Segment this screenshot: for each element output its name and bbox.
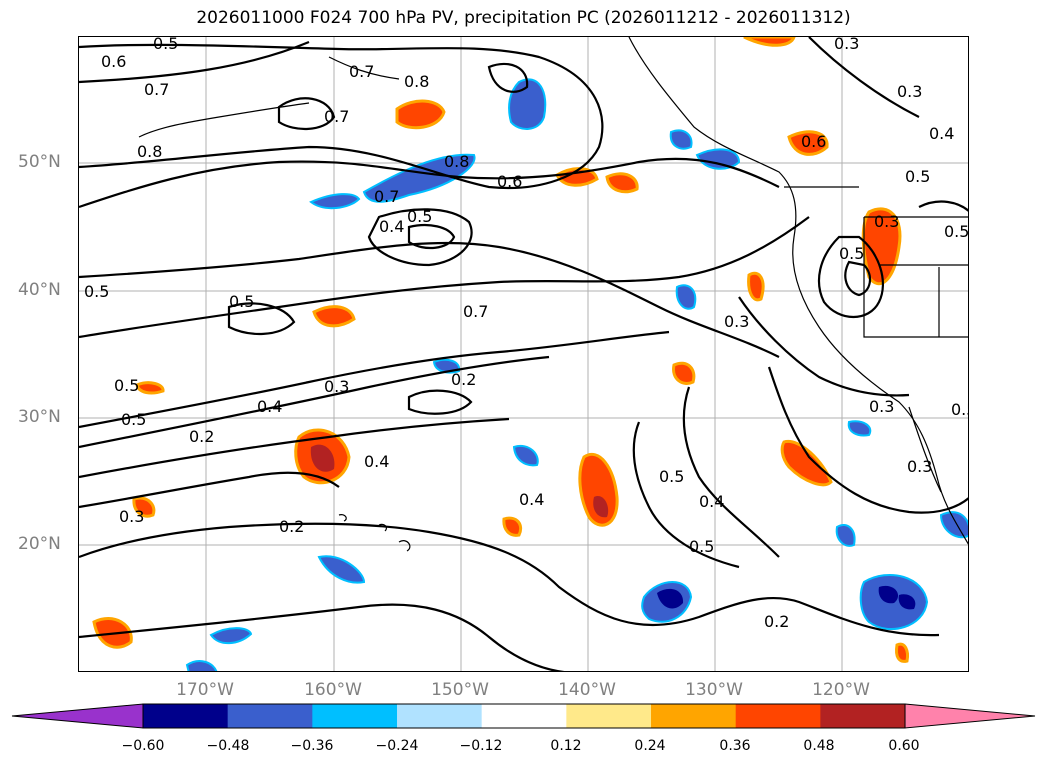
- contour-label: 0.5: [84, 282, 109, 301]
- contour-label: 0.7: [374, 187, 399, 206]
- lon-label-130w: 130°W: [685, 680, 743, 700]
- contour-label: 0.5: [153, 37, 178, 53]
- precip-positive: [92, 37, 909, 663]
- contour-label: 0.6: [497, 172, 522, 191]
- colorbar-tick: 0.48: [803, 738, 835, 754]
- colorbar-tick: −0.48: [206, 738, 250, 754]
- contour-label: 0.8: [444, 152, 469, 171]
- colorbar-tick: −0.24: [375, 738, 419, 754]
- precip-negative: [185, 78, 968, 671]
- colorbar-tick: −0.60: [121, 738, 165, 754]
- colorbar-segment: [312, 704, 398, 728]
- colorbar-segment: [651, 704, 737, 728]
- contour-label: 0.7: [349, 62, 374, 81]
- colorbar-tick: 0.36: [719, 738, 751, 754]
- lat-label-30: 30°N: [18, 407, 61, 427]
- colorbar-tick: 0.12: [550, 738, 582, 754]
- contour-label: 0.8: [137, 142, 162, 161]
- lon-label-120w: 120°W: [812, 680, 870, 700]
- contour-label: 0.4: [364, 452, 389, 471]
- contour-label-layer: 0.5 0.6 0.7 0.8 0.7 0.8 0.7 0.8 0.7 0.5 …: [84, 37, 969, 631]
- contour-label: 0.5: [944, 222, 969, 241]
- gridlines: [79, 37, 968, 671]
- lon-label-150w: 150°W: [431, 680, 489, 700]
- contour-label: 0.4: [519, 490, 544, 509]
- contour-label: 0.5: [121, 410, 146, 429]
- contour-label: 0.7: [324, 107, 349, 126]
- contour-label: 0.6: [801, 132, 826, 151]
- colorbar-segment: [227, 704, 313, 728]
- colorbar-extend-max: [904, 703, 1036, 729]
- contour-label: 0.3: [907, 457, 932, 476]
- colorbar-segment: [397, 704, 483, 728]
- contour-label: 0.8: [404, 72, 429, 91]
- contour-label: 0.2: [189, 427, 214, 446]
- lat-label-40: 40°N: [18, 280, 61, 300]
- contour-label: 0.3: [724, 312, 749, 331]
- contour-label: 0.3: [834, 37, 859, 53]
- contour-label: 0.3: [869, 397, 894, 416]
- colorbar-tick: 0.60: [888, 738, 920, 754]
- colorbar-tick: 0.24: [634, 738, 666, 754]
- contour-label: 0.5: [114, 376, 139, 395]
- colorbar-extend-min: [11, 703, 144, 729]
- contour-label: 0.3: [324, 377, 349, 396]
- colorbar-legend: [11, 703, 1036, 729]
- contour-label: 0.6: [101, 52, 126, 71]
- colorbar-outline: [142, 703, 906, 729]
- lat-label-50: 50°N: [18, 152, 61, 172]
- colorbar-segment: [143, 704, 229, 728]
- contour-label: 0.5: [839, 244, 864, 263]
- contour-label: 0.5: [905, 167, 930, 186]
- contour-label: 0.5: [659, 467, 684, 486]
- contour-label: 0.2: [451, 370, 476, 389]
- contour-label: 0.7: [144, 80, 169, 99]
- contour-label: 0.2: [279, 517, 304, 536]
- weather-map: 0.5 0.6 0.7 0.8 0.7 0.8 0.7 0.8 0.7 0.5 …: [78, 36, 969, 672]
- contour-label: 0.4: [257, 397, 282, 416]
- colorbar-segment: [481, 704, 567, 728]
- colorbar-segment: [820, 704, 906, 728]
- contour-label: 0.3: [897, 82, 922, 101]
- contour-label: 0.4: [929, 124, 954, 143]
- contour-label: 0.5: [407, 207, 432, 226]
- lon-label-140w: 140°W: [558, 680, 616, 700]
- contour-label: 0.3: [119, 507, 144, 526]
- map-title: 2026011000 F024 700 hPa PV, precipitatio…: [196, 8, 851, 28]
- lon-label-160w: 160°W: [304, 680, 362, 700]
- contour-label: 0.4: [699, 492, 724, 511]
- colorbar-tick: −0.12: [459, 738, 503, 754]
- map-canvas: 0.5 0.6 0.7 0.8 0.7 0.8 0.7 0.8 0.7 0.5 …: [79, 37, 969, 671]
- lon-label-170w: 170°W: [176, 680, 234, 700]
- contour-label: 0.3: [874, 212, 899, 231]
- contour-label: 0.5: [229, 292, 254, 311]
- contour-label: 0.2: [764, 612, 789, 631]
- contour-label: 0.5: [689, 537, 714, 556]
- contour-label: 0.7: [463, 302, 488, 321]
- colorbar-segments: [11, 703, 1036, 729]
- contour-label: 0.5: [951, 400, 969, 419]
- colorbar-segment: [735, 704, 821, 728]
- colorbar-tick: −0.36: [290, 738, 334, 754]
- lat-label-20: 20°N: [18, 534, 61, 554]
- contour-label: 0.4: [379, 217, 404, 236]
- pv-contours: [79, 37, 968, 671]
- coastlines: [138, 37, 968, 552]
- colorbar-segment: [566, 704, 652, 728]
